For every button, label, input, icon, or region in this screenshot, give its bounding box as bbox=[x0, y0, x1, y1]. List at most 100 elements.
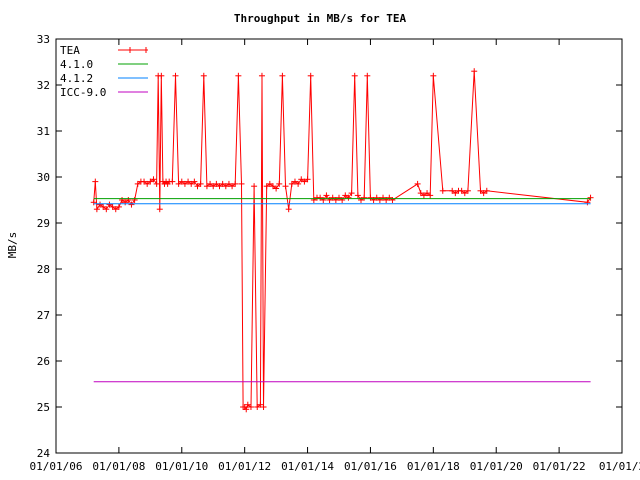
data-point-tea bbox=[150, 176, 157, 183]
data-point-tea bbox=[207, 180, 214, 187]
data-point-tea bbox=[141, 178, 148, 185]
data-point-tea bbox=[243, 406, 250, 413]
data-point-tea bbox=[477, 187, 484, 194]
legend-label-icc-9-0: ICC-9.0 bbox=[60, 86, 106, 99]
data-point-tea bbox=[339, 197, 346, 203]
data-point-tea bbox=[307, 72, 314, 79]
data-point-tea bbox=[461, 190, 468, 197]
data-point-tea bbox=[295, 180, 302, 187]
y-tick-label: 29 bbox=[37, 217, 50, 230]
data-point-tea bbox=[90, 199, 97, 206]
data-point-tea bbox=[119, 197, 126, 203]
data-point-tea bbox=[342, 192, 349, 199]
data-point-tea bbox=[191, 178, 198, 185]
data-point-tea bbox=[427, 192, 434, 199]
data-point-tea bbox=[229, 183, 236, 190]
data-point-tea bbox=[291, 178, 298, 185]
data-point-tea bbox=[213, 180, 220, 187]
data-point-tea bbox=[235, 72, 242, 79]
y-axis-ticks: 24 25 26 27 28 29 30 31 32 33 bbox=[37, 33, 622, 460]
data-point-tea bbox=[373, 194, 380, 201]
data-point-tea bbox=[144, 180, 151, 187]
data-point-tea bbox=[194, 183, 201, 190]
data-point-tea bbox=[200, 72, 207, 79]
x-tick-label: 01/01/20 bbox=[470, 460, 523, 473]
data-point-tea bbox=[134, 180, 141, 187]
data-point-tea bbox=[258, 72, 265, 79]
data-point-tea bbox=[131, 197, 138, 203]
data-point-tea bbox=[345, 194, 352, 201]
y-tick-label: 31 bbox=[37, 125, 50, 138]
x-tick-label: 01/01/14 bbox=[281, 460, 334, 473]
data-point-tea bbox=[364, 72, 371, 79]
data-point-tea bbox=[285, 206, 292, 213]
x-tick-label: 01/01/08 bbox=[92, 460, 145, 473]
data-point-tea bbox=[175, 180, 182, 187]
data-point-tea bbox=[483, 187, 490, 194]
y-tick-label: 27 bbox=[37, 309, 50, 322]
data-point-tea bbox=[260, 404, 267, 410]
data-point-tea bbox=[367, 194, 374, 201]
data-point-tea bbox=[232, 180, 239, 187]
data-point-tea bbox=[323, 192, 330, 199]
data-point-tea bbox=[244, 401, 251, 408]
data-point-tea bbox=[424, 190, 431, 197]
data-point-tea bbox=[279, 72, 286, 79]
data-point-tea bbox=[100, 203, 107, 210]
data-point-tea bbox=[122, 199, 129, 206]
data-point-tea bbox=[361, 194, 368, 201]
y-axis-label: MB/s bbox=[6, 232, 19, 259]
data-point-tea bbox=[348, 190, 355, 197]
y-tick-label: 26 bbox=[37, 355, 50, 368]
data-point-tea bbox=[320, 197, 327, 203]
data-point-tea bbox=[351, 72, 358, 79]
data-point-tea bbox=[452, 190, 459, 197]
data-point-tea bbox=[156, 206, 163, 213]
x-tick-label: 01/01/12 bbox=[218, 460, 271, 473]
data-point-tea bbox=[380, 194, 387, 201]
data-point-tea bbox=[188, 180, 195, 187]
x-tick-label: 01/01/16 bbox=[344, 460, 397, 473]
data-point-tea bbox=[128, 201, 135, 208]
data-point-tea bbox=[370, 197, 377, 203]
data-point-tea bbox=[310, 197, 317, 203]
data-point-tea bbox=[336, 194, 342, 201]
data-point-tea bbox=[115, 203, 122, 210]
y-tick-label: 25 bbox=[37, 401, 50, 414]
data-point-tea bbox=[317, 194, 324, 201]
data-point-tea bbox=[254, 404, 261, 410]
data-point-tea bbox=[225, 180, 232, 187]
x-tick-label: 01/01/06 bbox=[30, 460, 83, 473]
y-tick-label: 24 bbox=[37, 447, 51, 460]
data-point-tea bbox=[257, 401, 264, 408]
plot-frame bbox=[55, 38, 623, 454]
y-tick-label: 32 bbox=[37, 79, 50, 92]
data-point-tea bbox=[219, 180, 226, 187]
data-point-tea bbox=[103, 206, 110, 213]
data-point-tea bbox=[273, 185, 280, 192]
data-point-tea bbox=[414, 180, 421, 187]
legend-label-tea: TEA bbox=[60, 44, 80, 57]
data-point-tea bbox=[210, 183, 217, 190]
data-point-tea bbox=[169, 178, 176, 185]
data-point-tea bbox=[354, 192, 361, 199]
data-point-tea bbox=[304, 176, 311, 183]
data-point-tea bbox=[263, 183, 270, 190]
legend-label-4-1-2: 4.1.2 bbox=[60, 72, 93, 85]
data-point-tea bbox=[458, 187, 465, 194]
series-line-tea bbox=[93, 71, 592, 411]
data-point-tea bbox=[266, 180, 273, 187]
data-point-tea bbox=[178, 178, 185, 185]
data-point-tea bbox=[185, 178, 192, 185]
data-point-tea bbox=[417, 190, 424, 197]
data-point-tea bbox=[439, 187, 446, 194]
data-point-tea bbox=[288, 180, 295, 187]
data-point-tea bbox=[383, 197, 390, 203]
data-point-tea bbox=[326, 197, 333, 203]
x-tick-label: 01/01/2 bbox=[599, 460, 640, 473]
data-point-tea bbox=[153, 180, 160, 187]
data-point-tea bbox=[269, 183, 276, 190]
data-point-tea bbox=[587, 194, 594, 201]
